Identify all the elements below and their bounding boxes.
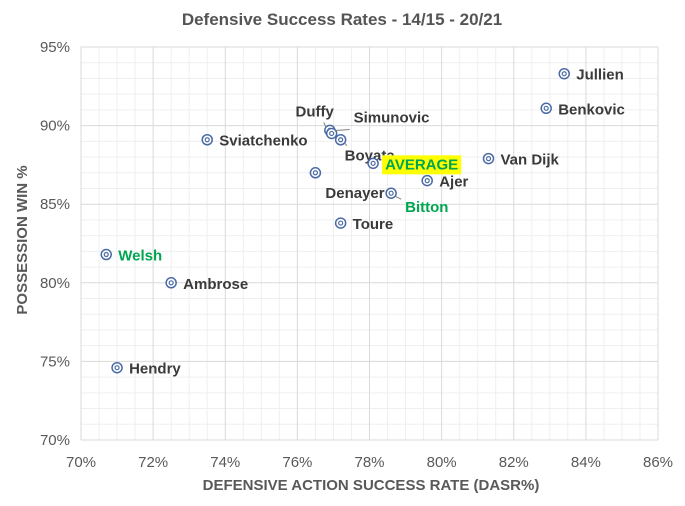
marker-inner — [338, 220, 344, 226]
point-ambrose: Ambrose — [165, 276, 248, 293]
x-axis-label: DEFENSIVE ACTION SUCCESS RATE (DASR%) — [203, 477, 540, 494]
point-bitton: Bitton — [385, 187, 448, 216]
marker-outer — [334, 217, 347, 229]
point-hendry: Hendry — [111, 361, 181, 378]
marker-inner — [312, 170, 319, 176]
x-tick-label: 82% — [499, 454, 529, 471]
marker-inner — [543, 105, 549, 111]
chart-title: Defensive Success Rates - 14/15 - 20/21 — [182, 10, 502, 29]
point-label: Benkovic — [558, 101, 625, 118]
average-highlight-box — [382, 155, 462, 175]
y-tick-label: 70% — [40, 432, 70, 449]
marker-outer — [334, 133, 347, 146]
marker-outer — [367, 157, 379, 170]
marker-outer — [100, 248, 112, 261]
point-ajer: Ajer — [421, 174, 469, 191]
point-label: Jullien — [576, 67, 624, 84]
marker-inner — [424, 178, 430, 184]
y-tick-labels: 70% 75% 80% 85% 90% 95% — [40, 39, 70, 449]
point-van-dijk: Van Dijk — [482, 152, 560, 169]
marker-inner — [485, 156, 492, 162]
marker-outer — [482, 152, 495, 165]
y-axis-label: POSSESSION WIN % — [14, 165, 31, 314]
leader-line — [344, 142, 348, 147]
y-tick-label: 95% — [40, 39, 70, 56]
x-tick-label: 76% — [282, 454, 312, 471]
marker-inner — [388, 190, 394, 196]
point-label: AVERAGE — [385, 156, 458, 173]
point-benkovic: Benkovic — [540, 101, 625, 118]
x-tick-label: 74% — [210, 454, 240, 471]
marker-outer — [325, 127, 338, 140]
marker-inner — [168, 280, 174, 286]
marker-inner — [338, 137, 344, 143]
point-sviatchenko: Sviatchenko — [201, 133, 308, 150]
marker-outer — [558, 67, 570, 80]
x-tick-label: 72% — [138, 454, 168, 471]
marker-inner — [370, 160, 376, 166]
point-label: Simunovic — [354, 109, 430, 126]
point-average: AVERAGE — [367, 155, 462, 175]
point-label: Denayer — [325, 185, 384, 202]
point-toure: Toure — [334, 216, 394, 233]
marker-inner — [329, 130, 335, 137]
marker-outer — [309, 167, 322, 179]
marker-outer — [421, 174, 433, 187]
x-tick-labels: 70% 72% 74% 76% 78% 80% 82% 84% 86% — [66, 454, 673, 471]
point-label: Sviatchenko — [219, 133, 307, 150]
marker-inner — [114, 365, 120, 371]
leader-line — [335, 128, 350, 131]
point-label: Ambrose — [183, 276, 248, 293]
y-tick-label: 85% — [40, 196, 70, 213]
grid — [80, 46, 659, 441]
point-label: Hendry — [129, 361, 181, 378]
x-tick-label: 84% — [571, 454, 601, 471]
point-label: Ajer — [439, 174, 468, 191]
marker-outer — [385, 187, 397, 199]
point-label: Duffy — [296, 103, 335, 120]
y-tick-label: 75% — [40, 353, 70, 370]
point-label: Van Dijk — [501, 152, 560, 169]
point-simunovic: Simunovic — [325, 109, 430, 140]
x-tick-label: 80% — [427, 454, 457, 471]
point-label: Welsh — [118, 248, 162, 265]
leader-line — [394, 195, 402, 200]
point-label: Toure — [353, 216, 394, 233]
point-denayer: Denayer — [309, 167, 385, 202]
marker-outer — [540, 102, 552, 115]
point-jullien: Jullien — [558, 67, 624, 84]
x-tick-label: 78% — [354, 454, 384, 471]
y-tick-label: 80% — [40, 275, 70, 292]
leader-line — [323, 122, 327, 128]
point-welsh: Welsh — [100, 248, 162, 265]
marker-outer — [165, 277, 177, 289]
x-tick-label: 70% — [66, 454, 96, 471]
marker-inner — [561, 71, 567, 77]
point-label: Bitton — [405, 199, 448, 216]
marker-outer — [201, 133, 213, 146]
marker-inner — [103, 251, 109, 258]
marker-inner — [204, 137, 210, 143]
marker-outer — [111, 361, 123, 374]
y-tick-label: 90% — [40, 118, 70, 135]
x-tick-label: 86% — [643, 454, 673, 471]
